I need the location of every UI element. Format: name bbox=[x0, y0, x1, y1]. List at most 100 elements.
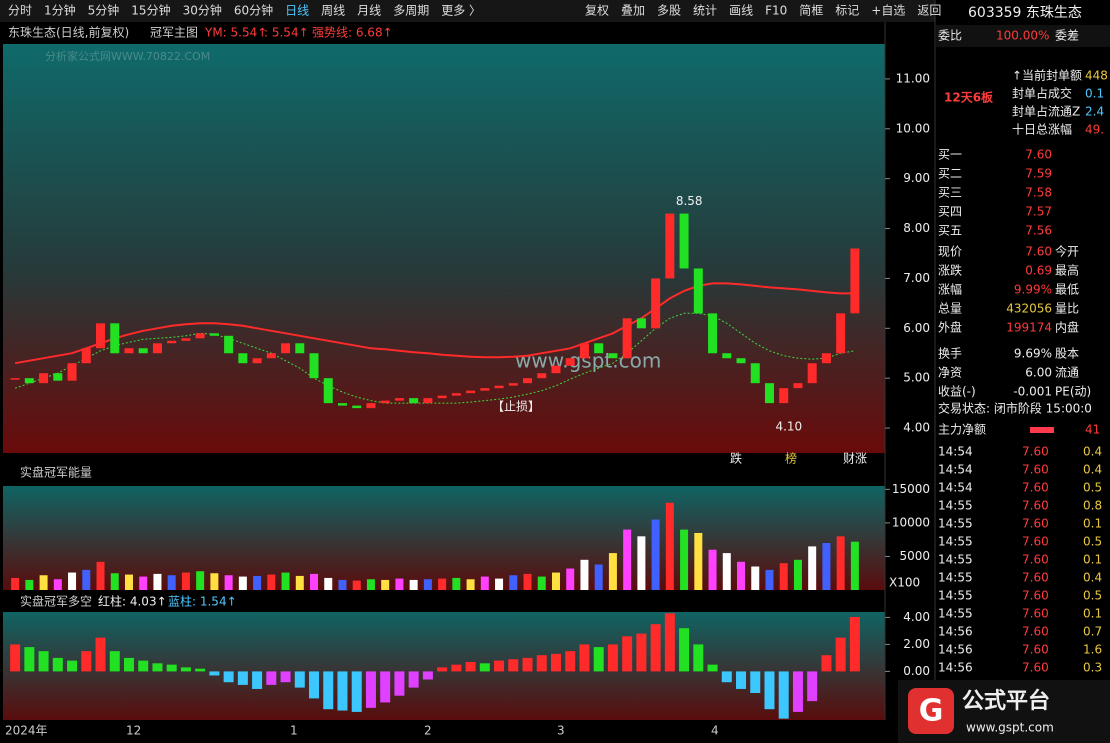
multi-bar bbox=[81, 651, 92, 672]
tab[interactable]: 月线 bbox=[357, 4, 381, 18]
line-0 bbox=[14, 282, 855, 365]
candle bbox=[295, 343, 305, 354]
volume-bar bbox=[537, 576, 546, 590]
label: 封单占成交 bbox=[1012, 86, 1072, 101]
multi-bar bbox=[166, 664, 177, 672]
y-tick-label: 4.00 bbox=[903, 421, 930, 435]
volume-bar bbox=[608, 553, 617, 590]
price: 7.58 bbox=[1025, 186, 1052, 200]
volume-bar bbox=[167, 575, 176, 590]
value: 9.69% bbox=[1014, 347, 1052, 361]
multi-bar bbox=[849, 616, 860, 672]
time: 14:54 bbox=[938, 481, 973, 495]
volume-bar bbox=[409, 579, 418, 590]
button[interactable]: F10 bbox=[765, 4, 787, 18]
time: 14:55 bbox=[938, 589, 973, 603]
candle bbox=[850, 248, 860, 314]
x-label: 4 bbox=[711, 724, 719, 738]
button[interactable]: 返回 bbox=[917, 4, 941, 18]
multi-bar bbox=[579, 644, 590, 672]
candle bbox=[124, 348, 134, 354]
tab[interactable]: 1分钟 bbox=[44, 3, 76, 18]
button[interactable]: 复权 bbox=[585, 4, 609, 18]
button[interactable]: 多股 bbox=[657, 4, 681, 18]
volume-bar bbox=[210, 573, 219, 590]
price: 7.60 bbox=[1022, 517, 1049, 531]
volume-bar bbox=[850, 541, 859, 590]
tab[interactable]: 多周期 bbox=[393, 4, 429, 18]
multi-bar bbox=[494, 660, 505, 672]
value: 448 bbox=[1085, 69, 1108, 83]
tab[interactable]: 60分钟 bbox=[234, 3, 273, 18]
candle bbox=[594, 343, 604, 354]
chart-title: 东珠生态(日线,前复权) bbox=[8, 25, 129, 40]
button[interactable]: 统计 bbox=[693, 4, 717, 18]
value: 432056 bbox=[1006, 302, 1052, 316]
candle bbox=[764, 383, 774, 404]
label: 买四 bbox=[938, 205, 962, 219]
tab[interactable]: 5分钟 bbox=[88, 3, 120, 18]
volume-bar bbox=[139, 576, 148, 590]
multi-bar bbox=[237, 671, 248, 685]
button[interactable]: 画线 bbox=[729, 4, 753, 18]
candle bbox=[651, 278, 661, 329]
label: 封单占流通Z bbox=[1012, 104, 1080, 119]
volume: 0.5 bbox=[1083, 589, 1102, 603]
label: 委差 bbox=[1055, 29, 1079, 43]
multi-bar bbox=[138, 660, 149, 672]
candle bbox=[836, 313, 846, 354]
time: 14:55 bbox=[938, 535, 973, 549]
candle bbox=[67, 363, 77, 381]
tab[interactable]: 15分钟 bbox=[131, 3, 170, 18]
multi-bar bbox=[764, 671, 775, 710]
tag: 财涨 bbox=[843, 451, 867, 466]
price: 7.60 bbox=[1022, 589, 1049, 603]
volume: 0.4 bbox=[1083, 571, 1102, 585]
volume-bar bbox=[651, 519, 660, 590]
multi-bar bbox=[266, 671, 277, 685]
time: 14:55 bbox=[938, 571, 973, 585]
tab[interactable]: 周线 bbox=[321, 4, 345, 18]
line-1 bbox=[14, 312, 855, 404]
volume-bar bbox=[808, 546, 817, 590]
label: 最低 bbox=[1055, 283, 1079, 297]
price: 7.56 bbox=[1025, 224, 1052, 238]
volume: 0.5 bbox=[1083, 535, 1102, 549]
tab[interactable]: 分时 bbox=[8, 4, 32, 18]
candle bbox=[736, 358, 746, 364]
label: 收益(-) bbox=[938, 385, 976, 399]
candle bbox=[24, 378, 34, 384]
volume-bar bbox=[68, 572, 77, 590]
y-tick-label: 6.00 bbox=[903, 321, 930, 335]
y-tick-label: 4.00 bbox=[903, 610, 930, 624]
button[interactable]: 标记 bbox=[835, 4, 859, 18]
volume-bar bbox=[551, 572, 560, 590]
value: 0.1 bbox=[1085, 87, 1104, 101]
candle bbox=[466, 390, 476, 394]
tab[interactable]: 30分钟 bbox=[183, 3, 222, 18]
unit: X100 bbox=[889, 576, 920, 590]
multi-bar bbox=[650, 624, 661, 672]
tab[interactable]: 更多 〉 bbox=[441, 4, 481, 18]
volume-bar bbox=[25, 579, 34, 590]
multi-bar bbox=[195, 668, 206, 672]
volume: 0.5 bbox=[1083, 481, 1102, 495]
candle bbox=[523, 378, 533, 384]
volume-bar bbox=[82, 569, 91, 590]
candle bbox=[224, 335, 234, 354]
toolbar bbox=[0, 0, 935, 22]
multi-bar bbox=[152, 663, 163, 672]
button[interactable]: 简框 bbox=[799, 4, 823, 18]
volume-bar bbox=[523, 573, 532, 590]
time: 14:55 bbox=[938, 499, 973, 513]
multi-bar bbox=[707, 664, 718, 672]
button[interactable]: 叠加 bbox=[621, 4, 645, 18]
label: 内盘 bbox=[1055, 320, 1079, 335]
label: 主力净额 bbox=[938, 423, 986, 437]
candle bbox=[494, 385, 504, 389]
button[interactable]: +自选 bbox=[871, 4, 905, 18]
time: 14:55 bbox=[938, 553, 973, 567]
volume-bar bbox=[765, 569, 774, 590]
tab[interactable]: 日线 bbox=[285, 4, 309, 18]
volume-bar bbox=[295, 575, 304, 590]
